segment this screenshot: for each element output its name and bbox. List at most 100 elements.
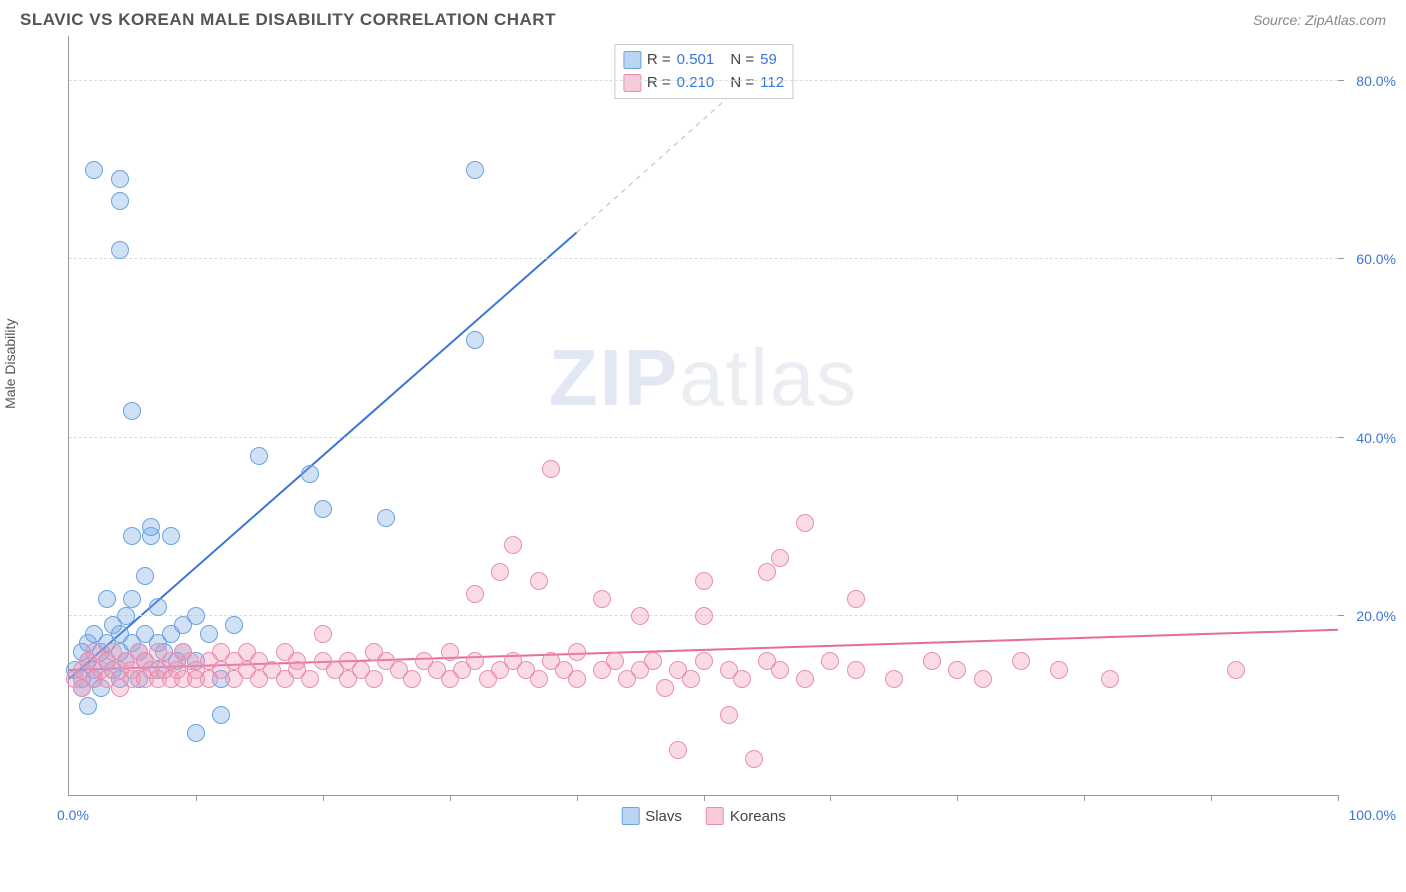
source-attribution: Source: ZipAtlas.com <box>1253 12 1386 28</box>
data-point <box>314 625 332 643</box>
n-label: N = <box>730 49 754 72</box>
data-point <box>250 447 268 465</box>
data-point <box>771 549 789 567</box>
data-point <box>225 616 243 634</box>
gridline <box>69 80 1338 81</box>
data-point <box>441 643 459 661</box>
n-value-koreans: 112 <box>760 72 784 95</box>
data-point <box>212 706 230 724</box>
data-point <box>542 460 560 478</box>
data-point <box>530 572 548 590</box>
x-tick <box>450 795 451 801</box>
data-point <box>695 607 713 625</box>
x-tick <box>323 795 324 801</box>
data-point <box>733 670 751 688</box>
n-label: N = <box>730 72 754 95</box>
stats-row-slavs: R = 0.501 N = 59 <box>623 49 784 72</box>
data-point <box>301 465 319 483</box>
data-point <box>85 161 103 179</box>
data-point <box>631 607 649 625</box>
data-point <box>491 563 509 581</box>
x-tick <box>577 795 578 801</box>
stats-box: R = 0.501 N = 59 R = 0.210 N = 112 <box>614 44 793 99</box>
x-tick <box>957 795 958 801</box>
data-point <box>1101 670 1119 688</box>
data-point <box>504 536 522 554</box>
data-point <box>593 590 611 608</box>
chart-title: SLAVIC VS KOREAN MALE DISABILITY CORRELA… <box>20 10 556 30</box>
data-point <box>1012 652 1030 670</box>
data-point <box>568 670 586 688</box>
data-point <box>314 500 332 518</box>
data-point <box>923 652 941 670</box>
x-tick <box>1211 795 1212 801</box>
r-value-koreans: 0.210 <box>677 72 715 95</box>
y-tick <box>1338 437 1344 438</box>
data-point <box>1227 661 1245 679</box>
x-min-label: 0.0% <box>57 807 89 823</box>
data-point <box>149 598 167 616</box>
data-point <box>669 741 687 759</box>
data-point <box>111 241 129 259</box>
r-value-slavs: 0.501 <box>677 49 715 72</box>
data-point <box>403 670 421 688</box>
data-point <box>111 192 129 210</box>
n-value-slavs: 59 <box>760 49 777 72</box>
data-point <box>162 527 180 545</box>
data-point <box>682 670 700 688</box>
data-point <box>123 527 141 545</box>
data-point <box>530 670 548 688</box>
data-point <box>111 170 129 188</box>
data-point <box>720 706 738 724</box>
legend-label-slavs: Slavs <box>645 808 682 825</box>
data-point <box>974 670 992 688</box>
data-point <box>656 679 674 697</box>
data-point <box>466 652 484 670</box>
data-point <box>466 331 484 349</box>
gridline <box>69 258 1338 259</box>
stats-row-koreans: R = 0.210 N = 112 <box>623 72 784 95</box>
data-point <box>142 518 160 536</box>
x-tick <box>196 795 197 801</box>
r-label: R = <box>647 49 671 72</box>
chart-container: Male Disability ZIPatlas R = 0.501 N = 5… <box>20 36 1386 856</box>
swatch-koreans <box>623 74 641 92</box>
plot-area: ZIPatlas R = 0.501 N = 59 R = 0.210 N = … <box>68 36 1338 796</box>
y-tick-label: 60.0% <box>1356 251 1396 267</box>
data-point <box>606 652 624 670</box>
x-tick <box>830 795 831 801</box>
data-point <box>123 590 141 608</box>
x-tick <box>1084 795 1085 801</box>
data-point <box>885 670 903 688</box>
data-point <box>200 625 218 643</box>
y-tick-label: 20.0% <box>1356 608 1396 624</box>
r-label: R = <box>647 72 671 95</box>
data-point <box>847 590 865 608</box>
data-point <box>187 724 205 742</box>
y-tick-label: 40.0% <box>1356 430 1396 446</box>
data-point <box>695 572 713 590</box>
data-point <box>365 670 383 688</box>
watermark: ZIPatlas <box>549 332 858 424</box>
data-point <box>377 509 395 527</box>
y-tick <box>1338 80 1344 81</box>
legend: Slavs Koreans <box>621 807 786 825</box>
y-axis-label: Male Disability <box>2 319 18 409</box>
gridline <box>69 437 1338 438</box>
data-point <box>136 567 154 585</box>
legend-item-koreans: Koreans <box>706 807 786 825</box>
x-tick <box>704 795 705 801</box>
data-point <box>821 652 839 670</box>
data-point <box>98 590 116 608</box>
data-point <box>695 652 713 670</box>
data-point <box>1050 661 1068 679</box>
data-point <box>466 161 484 179</box>
x-tick <box>1338 795 1339 801</box>
y-tick <box>1338 258 1344 259</box>
data-point <box>796 514 814 532</box>
y-tick <box>1338 615 1344 616</box>
data-point <box>948 661 966 679</box>
swatch-slavs <box>623 51 641 69</box>
data-point <box>466 585 484 603</box>
legend-label-koreans: Koreans <box>730 808 786 825</box>
